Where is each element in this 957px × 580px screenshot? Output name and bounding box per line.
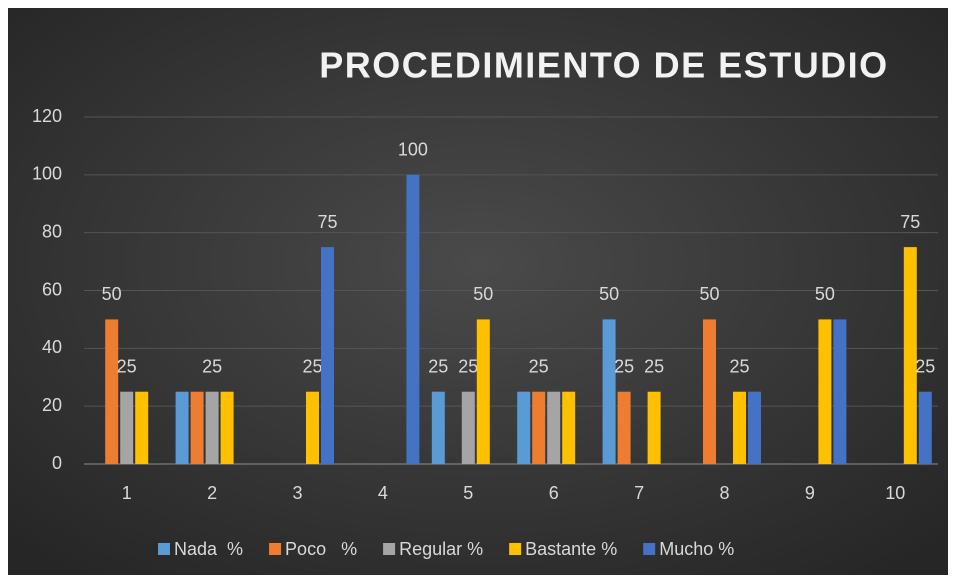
chart-title: PROCEDIMIENTO DE ESTUDIO (319, 45, 888, 86)
legend-swatch (383, 543, 396, 555)
legend-swatch (509, 543, 522, 555)
y-tick-label: 80 (42, 221, 62, 241)
x-tick-label: 8 (719, 483, 729, 503)
data-label: 50 (102, 284, 122, 304)
bar (105, 319, 119, 464)
x-tick-label: 5 (463, 483, 473, 503)
bar (748, 391, 761, 464)
bar (476, 319, 490, 464)
y-tick-label: 0 (52, 453, 62, 473)
bar (321, 247, 334, 464)
bar (733, 391, 746, 464)
data-label: 75 (317, 212, 337, 232)
legend-label: Mucho % (659, 539, 734, 559)
x-tick-label: 3 (292, 483, 302, 503)
data-label: 25 (644, 356, 664, 376)
bar (903, 247, 917, 464)
bar (517, 391, 531, 464)
x-tick-label: 1 (122, 483, 132, 503)
legend-swatch (643, 543, 656, 555)
data-label: 25 (428, 356, 448, 376)
data-label: 25 (614, 356, 634, 376)
legend-label: Poco % (285, 539, 357, 559)
y-tick-label: 100 (32, 164, 62, 184)
bar (220, 391, 234, 464)
data-label: 75 (900, 212, 920, 232)
x-tick-label: 6 (549, 483, 559, 503)
y-tick-label: 120 (32, 106, 62, 126)
y-tick-label: 40 (42, 337, 62, 357)
legend-swatch (269, 543, 282, 555)
y-tick-label: 60 (42, 279, 62, 299)
data-label: 25 (117, 356, 137, 376)
bar (703, 319, 716, 464)
data-label: 50 (699, 284, 719, 304)
bar (532, 391, 546, 464)
legend-label: Bastante % (525, 539, 617, 559)
bar (818, 319, 832, 464)
chart-background (8, 8, 948, 575)
bar (306, 391, 319, 464)
data-label: 25 (729, 356, 749, 376)
bar (431, 391, 445, 464)
bar (190, 391, 204, 464)
x-tick-label: 2 (207, 483, 217, 503)
data-label: 25 (302, 356, 322, 376)
bar (547, 391, 561, 464)
data-label: 25 (202, 356, 222, 376)
legend-swatch (158, 543, 170, 555)
data-label: 50 (473, 284, 493, 304)
legend-label: Nada % (174, 539, 243, 559)
x-tick-label: 9 (805, 483, 815, 503)
data-label: 100 (398, 140, 428, 160)
bar (918, 391, 932, 464)
data-label: 50 (815, 284, 835, 304)
data-label: 50 (599, 284, 619, 304)
bar (562, 391, 576, 464)
bar (833, 319, 847, 464)
bar (120, 391, 134, 464)
y-tick-label: 20 (42, 395, 62, 415)
data-label: 25 (529, 356, 549, 376)
bar (406, 174, 420, 465)
bar (647, 391, 661, 464)
x-tick-label: 10 (885, 483, 905, 503)
data-label: 25 (915, 356, 935, 376)
bar (602, 319, 616, 464)
bar (617, 391, 631, 464)
data-label: 25 (458, 356, 478, 376)
bar (205, 391, 219, 464)
bar (175, 391, 189, 464)
bar (461, 391, 475, 464)
legend-label: Regular % (399, 539, 483, 559)
x-tick-label: 4 (378, 483, 388, 503)
bar (135, 391, 149, 464)
x-tick-label: 7 (634, 483, 644, 503)
